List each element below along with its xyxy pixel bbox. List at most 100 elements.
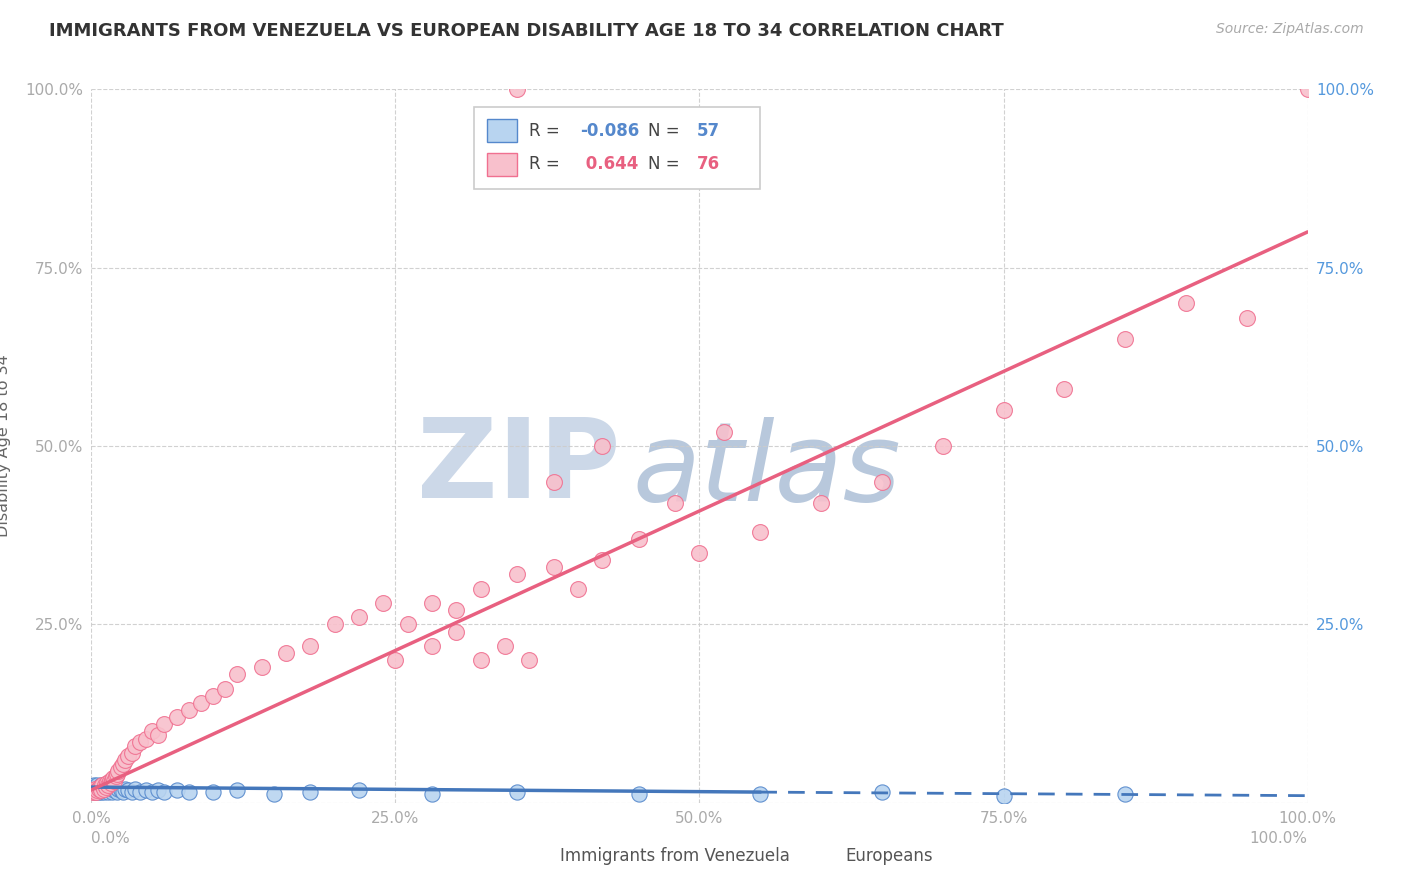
Point bbox=[98, 774, 121, 789]
Point bbox=[107, 764, 129, 778]
Text: atlas: atlas bbox=[633, 417, 901, 524]
Point bbox=[82, 781, 104, 796]
Point bbox=[202, 785, 225, 799]
Text: R =: R = bbox=[529, 121, 565, 139]
Point bbox=[226, 667, 249, 681]
Point bbox=[100, 776, 122, 790]
Point bbox=[347, 610, 370, 624]
Point bbox=[543, 475, 565, 489]
Point bbox=[84, 780, 107, 794]
Point bbox=[91, 783, 114, 797]
Point bbox=[103, 781, 125, 796]
Point bbox=[84, 785, 107, 799]
Point bbox=[1114, 787, 1136, 801]
Point bbox=[94, 778, 117, 792]
Point bbox=[1175, 296, 1198, 310]
Point bbox=[86, 778, 108, 792]
Point bbox=[494, 639, 516, 653]
Point bbox=[91, 781, 114, 796]
Point bbox=[444, 624, 467, 639]
Point bbox=[506, 82, 529, 96]
Point bbox=[226, 783, 249, 797]
Text: Europeans: Europeans bbox=[845, 847, 934, 865]
Point bbox=[664, 496, 686, 510]
Point bbox=[94, 780, 117, 794]
Point bbox=[91, 778, 114, 792]
Point bbox=[274, 646, 297, 660]
Point bbox=[135, 731, 157, 746]
Point bbox=[94, 780, 117, 794]
Point bbox=[121, 785, 143, 799]
Point bbox=[114, 753, 136, 767]
Point bbox=[101, 772, 124, 787]
Point bbox=[103, 774, 125, 789]
Point bbox=[121, 746, 143, 760]
Point bbox=[1296, 82, 1319, 96]
Point bbox=[299, 785, 322, 799]
Point bbox=[263, 787, 285, 801]
Text: 57: 57 bbox=[697, 121, 720, 139]
Point bbox=[96, 776, 118, 790]
Text: Source: ZipAtlas.com: Source: ZipAtlas.com bbox=[1216, 22, 1364, 37]
Point bbox=[86, 783, 108, 797]
Point bbox=[177, 785, 200, 799]
Point bbox=[810, 496, 832, 510]
Y-axis label: Disability Age 18 to 34: Disability Age 18 to 34 bbox=[0, 355, 11, 537]
Point bbox=[202, 689, 225, 703]
Point bbox=[98, 780, 121, 794]
Point bbox=[470, 653, 492, 667]
Point bbox=[100, 783, 122, 797]
Point bbox=[93, 778, 115, 792]
Point bbox=[94, 781, 117, 796]
Point bbox=[870, 785, 893, 799]
Point bbox=[104, 780, 127, 794]
Point bbox=[1053, 382, 1076, 396]
Text: Immigrants from Venezuela: Immigrants from Venezuela bbox=[560, 847, 790, 865]
Point bbox=[444, 603, 467, 617]
Point bbox=[993, 403, 1015, 417]
Text: IMMIGRANTS FROM VENEZUELA VS EUROPEAN DISABILITY AGE 18 TO 34 CORRELATION CHART: IMMIGRANTS FROM VENEZUELA VS EUROPEAN DI… bbox=[49, 22, 1004, 40]
Point bbox=[110, 783, 132, 797]
Point bbox=[82, 785, 104, 799]
Point bbox=[87, 781, 110, 796]
Point bbox=[104, 769, 127, 783]
Point bbox=[97, 785, 120, 799]
Point bbox=[627, 532, 650, 546]
Point bbox=[141, 785, 163, 799]
Point bbox=[323, 617, 346, 632]
Point bbox=[105, 767, 128, 781]
Point bbox=[83, 785, 105, 799]
Point bbox=[517, 653, 540, 667]
Text: 0.644: 0.644 bbox=[581, 155, 638, 173]
Text: 0.0%: 0.0% bbox=[91, 831, 131, 846]
Point bbox=[117, 749, 139, 764]
Point bbox=[114, 781, 136, 796]
Point bbox=[177, 703, 200, 717]
Point bbox=[129, 785, 152, 799]
Point bbox=[506, 567, 529, 582]
Point bbox=[117, 783, 139, 797]
Text: R =: R = bbox=[529, 155, 565, 173]
Point bbox=[591, 439, 613, 453]
Point bbox=[347, 783, 370, 797]
Text: N =: N = bbox=[648, 121, 685, 139]
Point bbox=[993, 789, 1015, 803]
Point bbox=[87, 785, 110, 799]
Point bbox=[124, 739, 146, 753]
Point bbox=[299, 639, 322, 653]
Point bbox=[105, 785, 128, 799]
Point bbox=[420, 787, 443, 801]
Point bbox=[1114, 332, 1136, 346]
Point bbox=[141, 724, 163, 739]
Point bbox=[148, 783, 170, 797]
Point bbox=[190, 696, 212, 710]
Point bbox=[749, 524, 772, 539]
Point bbox=[214, 681, 236, 696]
Point bbox=[166, 783, 188, 797]
Point bbox=[90, 778, 112, 792]
FancyBboxPatch shape bbox=[815, 847, 839, 865]
Point bbox=[107, 781, 129, 796]
FancyBboxPatch shape bbox=[474, 107, 761, 189]
Point bbox=[1236, 310, 1258, 325]
Text: 76: 76 bbox=[697, 155, 720, 173]
